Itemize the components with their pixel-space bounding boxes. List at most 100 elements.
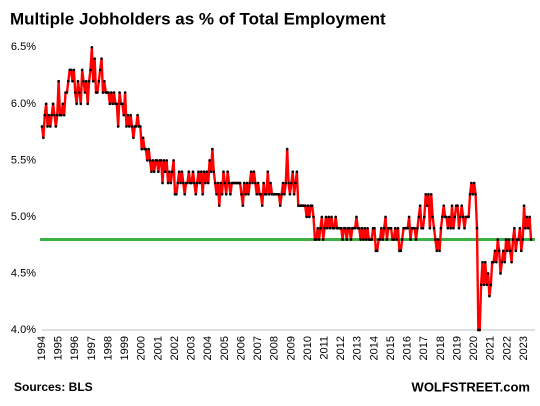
- x-tick-label: 2016: [402, 336, 414, 360]
- point: [323, 226, 326, 230]
- point: [144, 147, 148, 151]
- x-tick-label: 2019: [451, 336, 463, 360]
- point: [205, 170, 209, 173]
- point: [316, 226, 319, 230]
- point: [183, 193, 186, 196]
- point: [303, 204, 307, 207]
- point: [245, 181, 249, 185]
- x-tick-label: 2000: [136, 336, 148, 360]
- x-tick-label: 2015: [385, 336, 397, 360]
- point: [152, 170, 156, 173]
- point: [47, 113, 51, 117]
- point: [163, 170, 167, 173]
- point: [328, 226, 332, 230]
- point: [75, 102, 78, 106]
- x-tick-label: 2011: [319, 336, 331, 360]
- point: [457, 226, 461, 230]
- point: [121, 102, 124, 106]
- point: [417, 215, 421, 219]
- point: [80, 68, 84, 72]
- point: [330, 215, 333, 219]
- point: [62, 113, 66, 117]
- point: [168, 170, 171, 173]
- point: [122, 113, 126, 117]
- point: [429, 193, 433, 196]
- point: [262, 181, 265, 185]
- point: [76, 79, 80, 83]
- point: [209, 170, 213, 173]
- point: [227, 181, 231, 185]
- point: [247, 193, 250, 196]
- point: [510, 260, 513, 264]
- point: [204, 181, 207, 185]
- x-tick-label: 2023: [518, 336, 530, 360]
- point: [506, 249, 509, 253]
- x-tick-label: 2005: [219, 336, 231, 360]
- point: [151, 159, 155, 162]
- point: [180, 170, 184, 173]
- point: [242, 181, 246, 185]
- point: [326, 226, 329, 230]
- point: [489, 283, 493, 287]
- source: Sources: BLS: [14, 380, 93, 394]
- point: [373, 226, 376, 230]
- point: [112, 91, 116, 94]
- point: [486, 272, 490, 275]
- point: [65, 91, 69, 94]
- point: [334, 215, 337, 219]
- point: [349, 238, 353, 241]
- point: [132, 136, 135, 140]
- point: [170, 170, 174, 173]
- x-tick-label: 1994: [36, 336, 48, 360]
- point: [145, 159, 149, 162]
- point: [461, 215, 465, 219]
- point: [503, 260, 506, 264]
- point: [475, 226, 479, 230]
- point: [278, 204, 282, 207]
- point: [125, 125, 128, 128]
- point: [54, 125, 58, 128]
- point: [295, 170, 299, 173]
- x-tick-label: 2012: [335, 336, 347, 360]
- point: [529, 238, 533, 241]
- point: [517, 238, 520, 241]
- x-tick-label: 2014: [368, 336, 380, 360]
- point: [260, 204, 264, 207]
- point: [212, 170, 216, 173]
- point: [306, 204, 310, 207]
- point: [193, 181, 196, 185]
- point: [267, 193, 271, 196]
- x-tick-label: 2021: [485, 336, 497, 360]
- point: [187, 170, 191, 173]
- point: [362, 238, 365, 241]
- point: [115, 102, 119, 106]
- point: [100, 57, 103, 60]
- point: [166, 181, 170, 185]
- point: [435, 249, 439, 253]
- y-tick-label: 6.0%: [11, 98, 36, 110]
- point: [155, 159, 159, 162]
- point: [280, 193, 283, 196]
- point: [468, 193, 472, 196]
- point: [441, 215, 444, 219]
- point: [481, 260, 484, 264]
- point: [123, 91, 127, 94]
- point: [269, 181, 272, 185]
- point: [504, 238, 508, 241]
- point: [396, 226, 400, 230]
- point: [51, 102, 55, 106]
- point: [126, 113, 130, 117]
- point: [447, 215, 451, 219]
- point: [108, 102, 112, 106]
- x-tick-label: 2003: [186, 336, 198, 360]
- point: [364, 238, 368, 241]
- point: [499, 272, 502, 275]
- point: [344, 226, 347, 230]
- point: [213, 181, 217, 185]
- point: [312, 215, 315, 219]
- point: [191, 170, 195, 173]
- point: [380, 226, 383, 230]
- point: [202, 170, 206, 173]
- y-tick-label: 5.0%: [11, 211, 36, 223]
